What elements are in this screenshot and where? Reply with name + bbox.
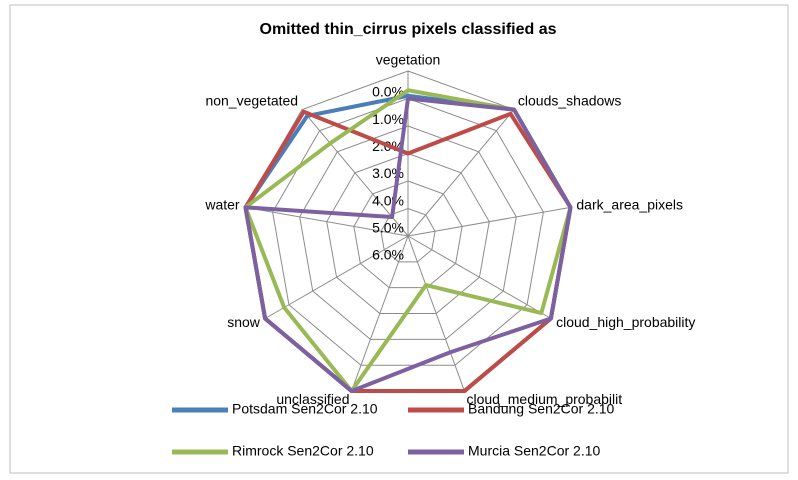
category-label: cloud_high_probability bbox=[556, 314, 695, 330]
category-label: clouds_shadows bbox=[518, 93, 622, 109]
grid-ring bbox=[353, 180, 463, 289]
spoke bbox=[264, 235, 409, 319]
legend-label: Murcia Sen2Cor 2.10 bbox=[468, 443, 601, 459]
spoke bbox=[407, 206, 571, 237]
category-label: unclassified bbox=[276, 391, 349, 407]
spoke bbox=[351, 235, 409, 392]
category-label: dark_area_pixels bbox=[576, 196, 683, 212]
grid-ring bbox=[380, 207, 436, 263]
chart-frame bbox=[9, 4, 789, 474]
chart-title: Omitted thin_cirrus pixels classified as bbox=[260, 21, 557, 38]
r-tick-label: 6.0% bbox=[372, 247, 404, 263]
legend-label: Bandung Sen2Cor 2.10 bbox=[468, 401, 615, 417]
series-line bbox=[243, 96, 573, 394]
legend-label: Potsdam Sen2Cor 2.10 bbox=[232, 401, 378, 417]
r-tick-label: 5.0% bbox=[372, 220, 404, 236]
category-label: non_vegetated bbox=[205, 93, 298, 109]
grid-ring bbox=[299, 125, 517, 340]
r-tick-label: 0.0% bbox=[372, 84, 404, 100]
r-tick-label: 4.0% bbox=[372, 192, 404, 208]
category-label: cloud_medium_probabilit bbox=[466, 391, 622, 407]
spoke bbox=[407, 109, 515, 237]
category-label: vegetation bbox=[376, 52, 441, 68]
spoke bbox=[407, 235, 465, 392]
category-label: snow bbox=[227, 314, 261, 330]
spoke bbox=[245, 206, 409, 237]
r-tick-label: 1.0% bbox=[372, 111, 404, 127]
spoke bbox=[407, 235, 552, 319]
series-line bbox=[243, 109, 573, 394]
legend-label: Rimrock Sen2Cor 2.10 bbox=[232, 443, 374, 459]
category-label: water bbox=[204, 196, 240, 212]
